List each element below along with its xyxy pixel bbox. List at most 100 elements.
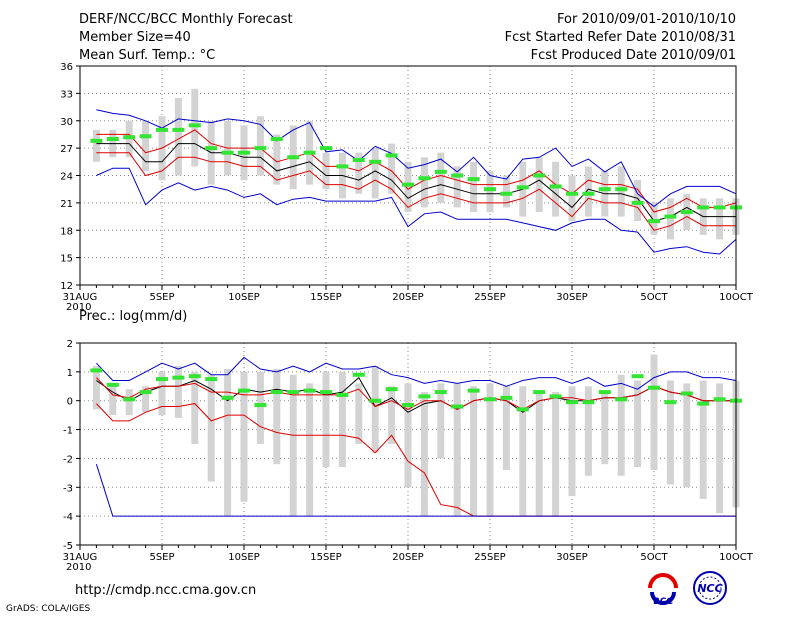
temp-line-lower	[96, 152, 736, 231]
precip-spread-bar	[519, 386, 527, 517]
precip-observed-mark	[385, 387, 398, 392]
temp-ytick-label: 15	[60, 254, 73, 265]
temp-observed-mark	[713, 205, 726, 210]
precip-observed-mark	[172, 375, 185, 380]
precip-observed-mark	[221, 395, 234, 400]
footer-url[interactable]: http://cmdp.ncc.cma.gov.cn	[75, 583, 257, 598]
temp-ytick-label: 21	[60, 199, 73, 210]
temp-spread-bar	[650, 202, 658, 235]
temp-spread-bar	[552, 161, 560, 217]
temp-spread-bar	[486, 170, 494, 212]
forecast-produced-date: Fcst Produced Date 2010/09/01	[530, 48, 736, 63]
precip-observed-mark	[648, 385, 660, 390]
precip-title: Prec.: log(mm/d)	[79, 309, 188, 324]
precip-observed-mark	[402, 403, 414, 408]
precip-spread-bar	[502, 386, 510, 470]
temp-observed-mark	[451, 173, 464, 178]
temp-observed-mark	[369, 159, 382, 164]
precip-ytick-label: -2	[63, 454, 73, 465]
precip-observed-mark	[598, 390, 611, 395]
precip-spread-bar	[420, 392, 428, 517]
precip-observed-mark	[533, 390, 546, 395]
temp-observed-mark	[664, 214, 677, 219]
precip-ytick-label: 1	[67, 368, 73, 379]
precip-observed-mark	[106, 382, 119, 387]
temp-observed-mark	[188, 123, 201, 128]
temp-spread-bar	[256, 116, 264, 176]
precip-ytick-label: -4	[63, 512, 73, 523]
precip-observed-mark	[270, 390, 283, 395]
bcc-logo: BCC	[648, 573, 678, 607]
logos: BCC NCC	[648, 571, 727, 607]
temp-observed-mark	[352, 157, 365, 162]
precip-spread-bar	[224, 368, 232, 517]
precip-ytick-label: 2	[67, 339, 73, 350]
temp-observed-mark	[106, 137, 119, 141]
precip-xtick-label: 30SEP	[556, 552, 587, 563]
temp-spread-bar	[716, 198, 724, 240]
precip-observed-mark	[188, 374, 201, 379]
temp-observed-mark	[533, 173, 546, 178]
temp-ytick-label: 12	[60, 281, 73, 292]
precip-spread-bar	[617, 374, 625, 476]
precip-observed-mark	[713, 397, 726, 402]
temp-spread-bar	[470, 161, 478, 212]
temp-observed-mark	[90, 138, 103, 143]
temp-ytick-label: 36	[60, 62, 73, 73]
precip-observed-mark	[467, 388, 480, 393]
temp-ytick-label: 33	[60, 89, 73, 100]
precip-spread-bar	[355, 383, 363, 444]
temp-line-max	[96, 109, 737, 208]
temp-xtick-label: 10OCT	[719, 292, 754, 303]
precip-xtick-label: 5SEP	[149, 552, 174, 563]
precip-observed-mark	[516, 407, 529, 412]
temp-observed-mark	[402, 182, 414, 187]
temp-spread-bar	[174, 97, 182, 176]
temp-ytick-label: 30	[60, 117, 73, 128]
temp-observed-mark	[631, 200, 644, 205]
temp-year-label: 2010	[66, 302, 91, 313]
temp-spread-bar	[355, 152, 363, 194]
precip-observed-mark	[680, 391, 693, 396]
precip-spread-bar	[174, 366, 182, 419]
precip-observed-mark	[697, 401, 710, 406]
precip-spread-bar	[568, 386, 576, 496]
temp-line-upper	[96, 129, 737, 213]
precip-spread-bar	[437, 383, 445, 459]
precip-observed-mark	[484, 397, 496, 402]
precip-ytick-label: -5	[63, 541, 73, 552]
precip-observed-mark	[615, 397, 628, 402]
precip-observed-mark	[418, 394, 431, 399]
precip-observed-mark	[254, 403, 267, 408]
precip-ytick-label: -1	[63, 426, 73, 437]
temp-xtick-label: 15SEP	[310, 292, 341, 303]
precip-line-max	[96, 356, 737, 390]
temp-spread-bar	[388, 143, 396, 194]
forecast-period: For 2010/09/01-2010/10/10	[557, 12, 736, 27]
precip-spread-bar	[125, 389, 133, 416]
chart-title: DERF/NCC/BCC Monthly Forecast	[79, 12, 293, 27]
temp-observed-mark	[123, 135, 136, 140]
temp-spread-bar	[666, 198, 674, 240]
precip-spread-bar	[240, 371, 248, 502]
temp-observed-mark	[156, 127, 168, 132]
precip-spread-bar	[535, 392, 543, 517]
precip-spread-bar	[273, 368, 281, 465]
precip-observed-mark	[336, 392, 349, 397]
precip-spread-bar	[453, 383, 461, 517]
precip-observed-mark	[631, 374, 644, 379]
temp-observed-mark	[336, 164, 349, 169]
temp-observed-mark	[549, 184, 562, 189]
temp-observed-mark	[172, 127, 185, 132]
temp-line-min	[96, 167, 737, 255]
temp-observed-mark	[598, 187, 611, 192]
temp-line-mean	[96, 143, 736, 222]
precip-observed-mark	[566, 400, 578, 405]
temp-observed-mark	[418, 176, 431, 181]
precip-spread-bar	[338, 371, 346, 468]
temp-ytick-label: 27	[60, 144, 73, 155]
temp-spread-bar	[322, 152, 330, 190]
ncc-logo: NCC	[693, 571, 727, 605]
precip-xtick-label: 20SEP	[392, 552, 423, 563]
temp-observed-mark	[582, 191, 595, 196]
